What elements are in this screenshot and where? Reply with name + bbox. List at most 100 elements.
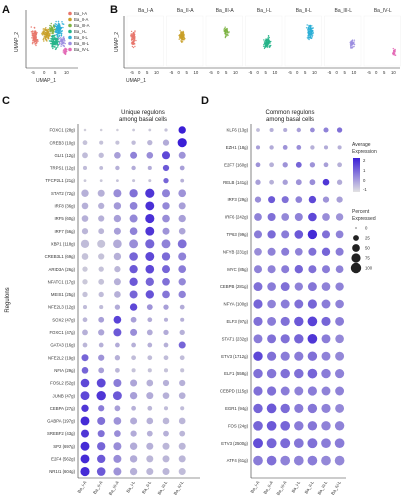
dot-mark: [294, 212, 303, 222]
dot-mark: [98, 367, 105, 374]
dot-mark: [335, 403, 345, 413]
umap-b-tick: 10: [233, 70, 238, 75]
umap-b-tick: 10: [194, 70, 199, 75]
dot-mark: [253, 386, 263, 396]
dot-mark: [269, 179, 274, 185]
dot-mark: [321, 403, 331, 413]
dot-mark: [162, 392, 170, 399]
dot-mark: [280, 316, 290, 326]
dot-mark: [147, 355, 153, 361]
dot-mark: [282, 179, 288, 185]
dot-mark: [294, 334, 304, 344]
dot-mark: [267, 334, 277, 344]
regulon-label: MEIS1 (25g): [51, 292, 76, 297]
dotplot-unique-regulons: Unique regulons among basal cells Regulo…: [5, 110, 200, 496]
regulon-label: ATF4 (61g): [227, 458, 249, 463]
dot-mark: [113, 442, 122, 451]
dot-mark: [146, 151, 154, 159]
dot-mark: [147, 368, 152, 373]
dot-mark: [269, 162, 274, 168]
dot-mark: [321, 351, 331, 361]
dot-mark: [307, 299, 317, 309]
dot-mark: [98, 202, 105, 210]
umap-b-xlabel: UMAP_1: [126, 78, 146, 84]
dot-mark: [322, 213, 330, 221]
umap-b-panel-title: Ba_I-A: [138, 8, 154, 14]
dot-mark: [266, 368, 277, 379]
dot-mark: [114, 405, 121, 412]
regulon-label: NFYB (231g): [223, 249, 249, 254]
dot-mark: [162, 290, 170, 299]
dot-mark: [97, 189, 105, 197]
dot-mark: [161, 265, 171, 274]
dot-mark: [82, 152, 88, 159]
dot-mark: [99, 128, 103, 132]
dot-mark: [296, 127, 301, 133]
dot-mark: [308, 247, 317, 256]
dot-mark: [267, 212, 276, 222]
dot-mark: [294, 421, 304, 431]
dot-mark: [321, 386, 331, 396]
dot-mark: [145, 264, 155, 274]
umap-a-legend-label: Ba_II-A: [74, 17, 88, 22]
dot-mark: [82, 305, 88, 310]
regulon-label: IRF7 (56g): [54, 229, 75, 234]
dot-mark: [163, 317, 169, 322]
dot-mark: [178, 290, 186, 299]
dot-mark: [178, 151, 186, 159]
dot-mark: [282, 145, 288, 150]
dot-mark: [115, 140, 120, 145]
avg-exp-tick-1: 1: [363, 168, 366, 173]
regulon-label: TP63 (99g): [227, 232, 249, 237]
umap-b-tick: 10: [391, 70, 396, 75]
regulon-label: ELF3 (97g): [227, 319, 249, 324]
cluster-tick-label: Ba_IV-L: [330, 479, 342, 495]
dot-mark: [269, 145, 274, 150]
cluster-tick-label: Ba_II-L: [141, 479, 153, 494]
dot-mark: [132, 128, 136, 132]
cluster-tick-label: Ba_II-L: [304, 479, 316, 494]
dot-mark: [98, 228, 105, 235]
dot-mark: [162, 468, 170, 476]
dot-mark: [81, 202, 89, 210]
dot-mark: [80, 454, 90, 464]
umap-a-legend-label: Ba_III-A: [74, 23, 90, 28]
dot-mark: [295, 179, 302, 186]
dot-mark: [309, 179, 316, 186]
dot-mark: [309, 162, 316, 168]
umap-b-tick: -5: [209, 70, 213, 75]
regulon-label: STAT1 (232g): [222, 336, 249, 341]
dot-mark: [98, 316, 105, 323]
umap-a-ylabel: UMAP_2: [14, 32, 20, 52]
dot-mark: [80, 441, 90, 451]
dot-mark: [113, 227, 121, 235]
dot-mark: [129, 252, 138, 261]
dot-mark: [293, 455, 304, 466]
avg-exp-title1: Average: [352, 142, 371, 148]
dot-mark: [280, 438, 291, 449]
cluster-tick-label: Ba_II-A: [262, 480, 274, 495]
dot-mark: [335, 265, 344, 274]
dot-mark: [82, 266, 88, 272]
dot-mark: [96, 378, 106, 388]
umap-a-legend-label: Ba_I-L: [74, 29, 87, 34]
dot-mark: [115, 342, 120, 348]
dot-mark: [282, 162, 288, 168]
umap-b-panel-title: Ba_I-L: [257, 8, 272, 14]
dot-mark: [335, 351, 345, 361]
dot-mark: [163, 342, 169, 348]
dot-mark: [131, 165, 136, 171]
dot-mark: [129, 277, 138, 286]
dot-mark: [113, 454, 122, 463]
dot-mark: [146, 304, 153, 310]
dot-mark: [321, 282, 331, 291]
panel-label-b: B: [110, 4, 118, 16]
dot-mark: [336, 196, 343, 203]
dot-mark: [267, 265, 276, 274]
dot-mark: [337, 145, 342, 150]
dot-mark: [307, 229, 318, 240]
umap-a-legend-label: Ba_I-A: [74, 11, 87, 16]
dot-mark: [98, 342, 104, 348]
dot-mark: [294, 282, 303, 291]
